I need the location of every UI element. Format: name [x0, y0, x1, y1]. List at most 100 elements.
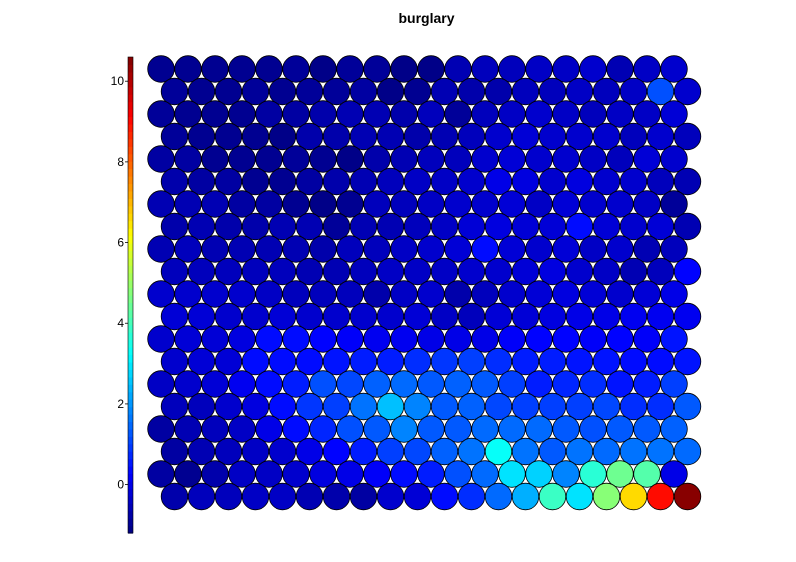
- heatmap-cell-r19-c9: [403, 482, 432, 511]
- heatmap-cell-r8-c17: [606, 235, 634, 263]
- heatmap-cell-r8-c0: [147, 235, 175, 263]
- heatmap-cell-r12-c8: [363, 325, 391, 353]
- colorbar-segment: [128, 71, 133, 80]
- heatmap-cell-r8-c15: [552, 235, 580, 263]
- heatmap-cell-r8-c3: [228, 235, 256, 263]
- heatmap-cell-r4-c7: [336, 145, 364, 173]
- heatmap-cell-r6-c6: [309, 190, 337, 218]
- heatmap-cell-r8-c14: [525, 235, 553, 263]
- heatmap-cell-r16-c6: [309, 415, 337, 443]
- heatmap-cell-r13-c13: [511, 347, 540, 376]
- heatmap-cell-r16-c1: [174, 415, 202, 443]
- heatmap-cell-r2-c11: [444, 100, 472, 128]
- colorbar-segment: [128, 235, 133, 244]
- heatmap-cell-r0-c8: [363, 55, 391, 83]
- heatmap-cell-r8-c10: [417, 235, 445, 263]
- heatmap-cell-r6-c9: [390, 190, 418, 218]
- heatmap-cell-r7-c0: [160, 212, 189, 241]
- colorbar-segment: [128, 265, 133, 274]
- heatmap-cell-r18-c13: [498, 460, 526, 488]
- heatmap-cell-r8-c19: [660, 235, 688, 263]
- heatmap-cell-r0-c1: [174, 55, 202, 83]
- heatmap-cell-r2-c2: [201, 100, 229, 128]
- heatmap-cell-r5-c9: [403, 167, 432, 196]
- colorbar-segment: [128, 347, 133, 356]
- heatmap-cell-r17-c1: [187, 437, 216, 466]
- heatmap-cell-r1-c7: [349, 77, 378, 106]
- heatmap-cell-r10-c9: [390, 280, 418, 308]
- heatmap-cell-r7-c11: [457, 212, 486, 241]
- heatmap-cell-r14-c13: [498, 370, 526, 398]
- heatmap-cell-r10-c12: [471, 280, 499, 308]
- heatmap-cell-r5-c4: [268, 167, 297, 196]
- heatmap-cell-r0-c15: [552, 55, 580, 83]
- heatmap-cell-r5-c8: [376, 167, 405, 196]
- heatmap-cell-r5-c11: [457, 167, 486, 196]
- heatmap-cell-r2-c17: [606, 100, 634, 128]
- heatmap-cell-r18-c5: [282, 460, 310, 488]
- heatmap-cell-r15-c1: [187, 392, 216, 421]
- colorbar-segment: [128, 86, 133, 95]
- heatmap-cell-r6-c7: [336, 190, 364, 218]
- heatmap-cell-r19-c1: [187, 482, 216, 511]
- heatmap-cell-r7-c1: [187, 212, 216, 241]
- heatmap-cell-r9-c16: [592, 257, 621, 286]
- heatmap-cell-r19-c2: [214, 482, 243, 511]
- heatmap-cell-r3-c6: [322, 122, 351, 151]
- heatmap-cell-r15-c4: [268, 392, 297, 421]
- heatmap-cell-r4-c11: [444, 145, 472, 173]
- heatmap-cell-r11-c14: [538, 302, 567, 331]
- heatmap-cell-r12-c18: [633, 325, 661, 353]
- heatmap-cell-r13-c10: [430, 347, 459, 376]
- heatmap-cell-r11-c3: [241, 302, 270, 331]
- colorbar-segment: [128, 138, 133, 147]
- colorbar-segment: [128, 228, 133, 237]
- heatmap-cell-r12-c13: [498, 325, 526, 353]
- heatmap-cell-r0-c18: [633, 55, 661, 83]
- colorbar-segment: [128, 421, 133, 430]
- colorbar-segment: [128, 480, 133, 489]
- heatmap-cell-r11-c4: [268, 302, 297, 331]
- heatmap-cell-r16-c3: [228, 415, 256, 443]
- heatmap-cell-r5-c18: [646, 167, 675, 196]
- colorbar-segment: [128, 161, 133, 170]
- colorbar-segment: [128, 213, 133, 222]
- heatmap-cell-r12-c16: [579, 325, 607, 353]
- heatmap-cell-r14-c2: [201, 370, 229, 398]
- heatmap-cell-r14-c3: [228, 370, 256, 398]
- heatmap-cell-r9-c8: [376, 257, 405, 286]
- heatmap-cell-r4-c6: [309, 145, 337, 173]
- heatmap-cell-r12-c7: [336, 325, 364, 353]
- heatmap-cell-r7-c14: [538, 212, 567, 241]
- heatmap-cell-r10-c17: [606, 280, 634, 308]
- colorbar-segment: [128, 369, 133, 378]
- heatmap-cell-r19-c7: [349, 482, 378, 511]
- heatmap-cell-r10-c8: [363, 280, 391, 308]
- heatmap-cell-r10-c3: [228, 280, 256, 308]
- heatmap-cell-r9-c0: [160, 257, 189, 286]
- colorbar-segment: [128, 317, 133, 326]
- heatmap-cell-r14-c16: [579, 370, 607, 398]
- heatmap-cell-r14-c10: [417, 370, 445, 398]
- colorbar-tick-label: 8: [117, 155, 124, 169]
- heatmap-cell-r10-c2: [201, 280, 229, 308]
- heatmap-cell-r9-c19: [673, 257, 702, 286]
- heatmap-cell-r16-c7: [336, 415, 364, 443]
- heatmap-cell-r1-c4: [268, 77, 297, 106]
- heatmap-cell-r6-c5: [282, 190, 310, 218]
- heatmap-cell-r4-c17: [606, 145, 634, 173]
- heatmap-cell-r12-c15: [552, 325, 580, 353]
- heatmap-cell-r13-c9: [403, 347, 432, 376]
- heatmap-cell-r1-c2: [214, 77, 243, 106]
- heatmap-cell-r2-c7: [336, 100, 364, 128]
- heatmap-cell-r3-c19: [673, 122, 702, 151]
- heatmap-cell-r14-c19: [660, 370, 688, 398]
- heatmap-cell-r16-c2: [201, 415, 229, 443]
- heatmap-cell-r16-c14: [525, 415, 553, 443]
- colorbar-segment: [128, 205, 133, 214]
- heatmap-cell-r5-c6: [322, 167, 351, 196]
- colorbar-segment: [128, 525, 133, 534]
- heatmap-cell-r7-c4: [268, 212, 297, 241]
- colorbar-segment: [128, 332, 133, 341]
- heatmap-cell-r2-c13: [498, 100, 526, 128]
